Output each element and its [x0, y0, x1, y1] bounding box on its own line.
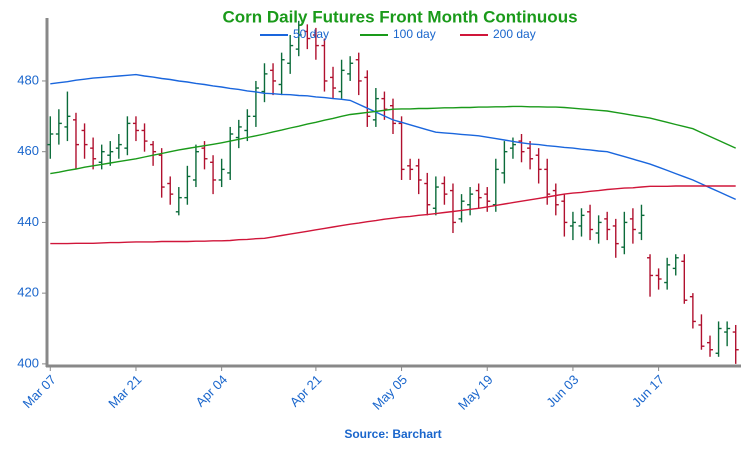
legend-label: 200 day — [493, 27, 536, 41]
x-tick-label: May 19 — [455, 372, 496, 413]
x-tick-label: Mar 21 — [105, 372, 144, 411]
x-tick-label: Apr 04 — [192, 372, 230, 410]
chart-title: Corn Daily Futures Front Month Continuou… — [222, 7, 577, 26]
x-tick-label: Mar 07 — [20, 372, 59, 411]
legend-label: 100 day — [393, 27, 436, 41]
y-tick-label: 400 — [17, 355, 39, 370]
y-tick-label: 420 — [17, 285, 39, 300]
x-tick-label: Jun 17 — [629, 372, 667, 410]
x-tick-label: Apr 21 — [287, 372, 325, 410]
y-tick-label: 440 — [17, 214, 39, 229]
ma-line — [50, 185, 736, 245]
legend-label: 50 day — [293, 27, 329, 41]
source: Source: Barchart — [344, 427, 441, 441]
y-tick-label: 460 — [17, 143, 39, 158]
x-tick-label: May 05 — [369, 372, 410, 413]
ma-line — [50, 105, 736, 175]
x-tick-label: Jun 03 — [543, 372, 581, 410]
ma-line — [50, 73, 736, 201]
y-tick-label: 480 — [17, 72, 39, 87]
